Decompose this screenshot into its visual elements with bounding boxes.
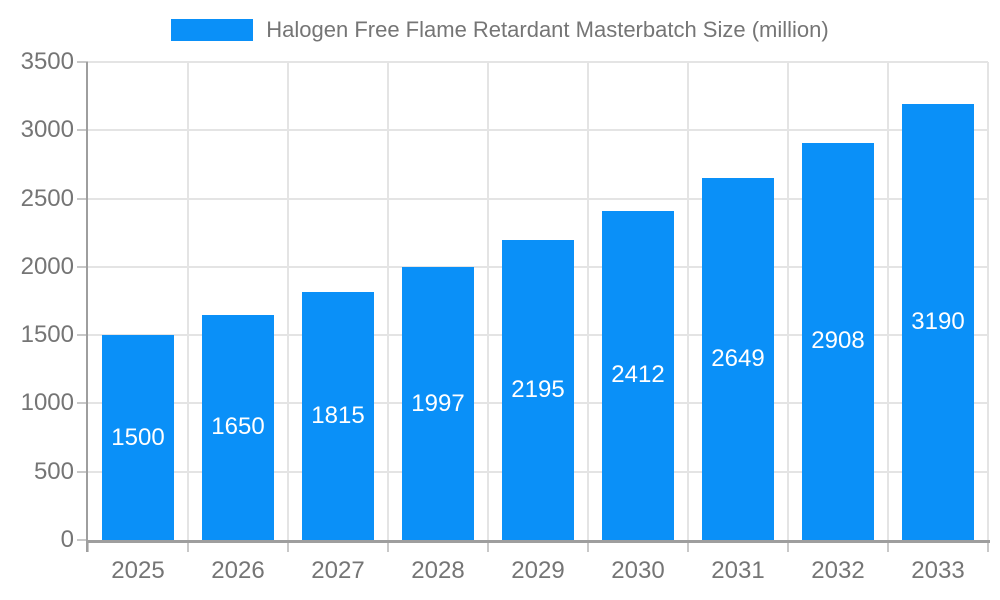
bar-value-label: 1650 <box>211 413 265 441</box>
v-gridline <box>187 62 189 540</box>
y-axis-tick <box>77 129 88 132</box>
bar[interactable]: 1815 <box>302 292 374 540</box>
y-axis-label: 0 <box>60 526 74 553</box>
x-axis-tick <box>287 540 289 552</box>
y-axis-label: 2000 <box>20 252 74 280</box>
x-axis-line <box>86 540 990 543</box>
v-gridline <box>587 62 589 540</box>
x-axis-tick <box>187 540 189 552</box>
y-axis-label: 1000 <box>20 389 74 417</box>
bar[interactable]: 1997 <box>402 267 474 540</box>
x-axis-tick <box>587 540 589 552</box>
bar[interactable]: 1500 <box>102 335 174 540</box>
legend-swatch[interactable] <box>171 19 254 41</box>
x-axis-label: 2027 <box>311 557 365 584</box>
y-axis-tick <box>77 470 88 473</box>
x-axis-tick <box>487 540 489 552</box>
x-axis-label: 2025 <box>111 557 165 584</box>
y-axis-tick <box>77 539 88 541</box>
bar-value-label: 2412 <box>611 361 665 389</box>
y-axis-line <box>86 62 88 552</box>
v-gridline <box>687 62 689 540</box>
x-axis-tick <box>787 540 789 552</box>
y-axis-tick <box>77 402 88 405</box>
x-axis-label: 2032 <box>811 557 865 584</box>
y-axis-label: 1500 <box>20 321 74 349</box>
x-axis-tick <box>687 540 689 552</box>
x-axis-tick <box>387 540 389 552</box>
v-gridline <box>487 62 489 540</box>
v-gridline <box>787 62 789 540</box>
bar[interactable]: 2649 <box>702 178 774 540</box>
bar[interactable]: 2908 <box>802 142 874 540</box>
bar-value-label: 2908 <box>811 327 865 355</box>
bar[interactable]: 1650 <box>202 314 274 540</box>
y-axis-label: 500 <box>33 457 74 485</box>
h-gridline <box>88 197 988 200</box>
h-gridline <box>88 61 988 63</box>
x-axis-label: 2029 <box>511 557 565 584</box>
bar-value-label: 3190 <box>911 308 965 336</box>
x-axis-tick <box>87 540 89 552</box>
v-gridline <box>887 62 889 540</box>
bar-value-label: 1815 <box>311 402 365 430</box>
x-axis-label: 2031 <box>711 557 765 584</box>
x-axis-tick <box>987 540 989 552</box>
v-gridline <box>287 62 289 540</box>
bar[interactable]: 2195 <box>502 240 574 540</box>
x-axis-label: 2026 <box>211 557 265 584</box>
bar-value-label: 1997 <box>411 389 465 417</box>
y-axis-label: 2500 <box>20 184 74 212</box>
bar[interactable]: 3190 <box>902 104 974 540</box>
legend[interactable]: Halogen Free Flame Retardant Masterbatch… <box>0 17 1000 43</box>
y-axis-tick <box>77 265 88 268</box>
x-axis-label: 2033 <box>911 557 965 584</box>
bar-value-label: 1500 <box>111 423 165 451</box>
v-gridline <box>987 62 989 540</box>
x-axis-tick <box>887 540 889 552</box>
y-axis-tick <box>77 334 88 337</box>
x-axis-label: 2028 <box>411 557 465 584</box>
y-axis-label: 3000 <box>20 116 74 144</box>
bar[interactable]: 2412 <box>602 210 674 540</box>
bar-value-label: 2195 <box>511 376 565 404</box>
y-axis-tick <box>77 61 88 63</box>
h-gridline <box>88 129 988 132</box>
x-axis-label: 2030 <box>611 557 665 584</box>
bar-value-label: 2649 <box>711 345 765 373</box>
legend-label: Halogen Free Flame Retardant Masterbatch… <box>266 17 829 42</box>
v-gridline <box>387 62 389 540</box>
y-axis-tick <box>77 197 88 200</box>
y-axis-label: 3500 <box>20 48 74 75</box>
